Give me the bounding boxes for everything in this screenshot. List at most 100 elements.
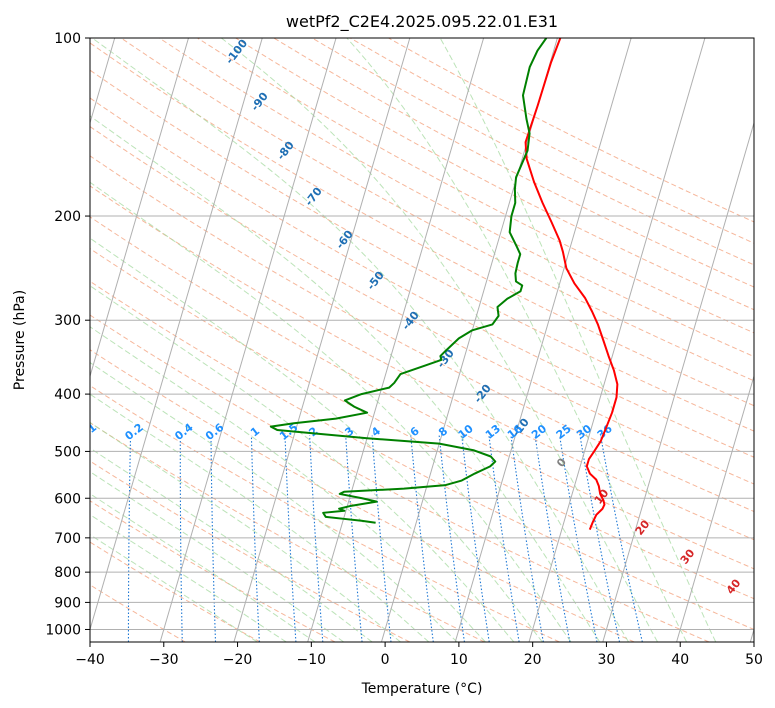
y-tick-label: 1000 bbox=[45, 622, 81, 638]
dry-adiabat-label: 30 bbox=[678, 546, 698, 566]
mixing-ratio-label: 2 bbox=[306, 424, 320, 439]
mixing-ratio-line bbox=[579, 435, 621, 642]
mixing-ratio-label: 6 bbox=[408, 424, 422, 439]
moist-adiabat-line bbox=[90, 534, 258, 642]
dry-adiabat-label: 20 bbox=[633, 517, 653, 537]
plot-frame bbox=[89, 37, 755, 643]
x-axis-label: Temperature (°C) bbox=[361, 681, 483, 697]
moist-adiabat-line bbox=[346, 38, 688, 642]
isotherm-line bbox=[676, 374, 754, 642]
x-axis-ticks: −40 −30 −20 −10 0 10 20 30 40 50 bbox=[75, 642, 763, 668]
mixing-ratio-label: 0.6 bbox=[203, 421, 227, 443]
sounding-series bbox=[269, 38, 619, 531]
x-tick-label: 0 bbox=[381, 652, 390, 668]
moist-adiabat-line bbox=[90, 181, 572, 642]
isotherm-line bbox=[307, 38, 485, 642]
dry-adiabat-label: 40 bbox=[724, 576, 744, 596]
x-tick-label: 30 bbox=[598, 652, 616, 668]
dry-adiabat-line bbox=[90, 280, 754, 631]
mixing-ratio-line bbox=[534, 435, 571, 642]
dewpoint-line bbox=[269, 38, 548, 524]
mixing-ratio-label: 8 bbox=[436, 424, 450, 439]
dry-adiabat-label: 0 bbox=[554, 455, 569, 469]
dry-adiabat-line bbox=[90, 584, 186, 642]
moist-adiabat-line bbox=[90, 393, 430, 642]
dry-adiabat-label: -40 bbox=[399, 309, 422, 333]
dry-adiabat-line bbox=[120, 38, 754, 382]
mixing-ratio-line bbox=[488, 435, 520, 642]
y-tick-label: 600 bbox=[54, 491, 81, 507]
dry-adiabat-label: -70 bbox=[302, 185, 325, 209]
mixing-ratio-label: 13 bbox=[483, 422, 503, 442]
mixing-ratio-line bbox=[510, 435, 544, 642]
dry-adiabat-label: -60 bbox=[333, 228, 356, 252]
isopleth-labels: -100-90-80-70-60-50-40-30-20-10010203040… bbox=[76, 38, 744, 597]
mixing-ratio-line bbox=[559, 435, 598, 642]
dry-adiabat-label: -50 bbox=[364, 269, 387, 293]
y-axis-ticks: 100 200 300 400 500 600 700 800 900 1000 bbox=[45, 31, 90, 638]
mixing-ratio-line bbox=[284, 435, 297, 642]
y-tick-label: 700 bbox=[54, 531, 81, 547]
y-axis-label: Pressure (hPa) bbox=[12, 290, 28, 390]
y-tick-label: 400 bbox=[54, 387, 81, 403]
mixing-ratio-line bbox=[127, 435, 132, 642]
x-tick-label: −10 bbox=[297, 652, 327, 668]
x-tick-label: 10 bbox=[450, 652, 468, 668]
temperature-line bbox=[524, 38, 619, 531]
pressure-gridlines bbox=[90, 38, 754, 630]
mixing-ratio-line bbox=[345, 435, 363, 642]
mixing-ratio-line bbox=[438, 435, 465, 642]
dry-adiabat-line bbox=[90, 541, 261, 642]
mixing-ratio-label: 4 bbox=[369, 424, 383, 439]
x-tick-label: 40 bbox=[671, 652, 689, 668]
dry-adiabat-line bbox=[388, 38, 754, 223]
moist-adiabat-line bbox=[221, 38, 658, 642]
isotherm-line bbox=[528, 38, 706, 642]
dry-adiabat-label: -80 bbox=[274, 139, 297, 163]
moist-adiabat-line bbox=[90, 471, 345, 642]
mixing-ratio-label: 10 bbox=[456, 422, 476, 442]
dry-adiabat-line bbox=[90, 97, 754, 458]
y-tick-label: 100 bbox=[54, 31, 81, 47]
isotherm-line bbox=[454, 38, 632, 642]
mixing-ratio-label: 0.1 bbox=[76, 421, 99, 443]
moist-adiabat-line bbox=[90, 285, 515, 642]
dry-adiabat-line bbox=[90, 185, 754, 541]
dry-adiabat-label: -20 bbox=[471, 382, 494, 406]
isotherm-line bbox=[90, 38, 263, 632]
moist-adiabat-line bbox=[90, 115, 601, 642]
dry-adiabat-line bbox=[90, 460, 410, 642]
y-tick-label: 500 bbox=[54, 444, 81, 460]
mixing-ratio-line bbox=[179, 435, 183, 642]
plot-area: -100-90-80-70-60-50-40-30-20-10010203040… bbox=[76, 38, 754, 642]
isotherm-line bbox=[233, 38, 411, 642]
y-tick-label: 800 bbox=[54, 565, 81, 581]
x-tick-label: −30 bbox=[149, 652, 179, 668]
mixing-ratio-label: 25 bbox=[554, 422, 574, 442]
y-tick-label: 200 bbox=[54, 209, 81, 225]
mixing-ratio-line bbox=[210, 435, 217, 642]
x-tick-label: 20 bbox=[524, 652, 542, 668]
moist-adiabat-line bbox=[90, 237, 543, 642]
dry-adiabat-line bbox=[90, 385, 560, 642]
dry-adiabat-line bbox=[90, 69, 754, 432]
dry-adiabat-line bbox=[90, 422, 485, 642]
x-tick-label: −40 bbox=[75, 652, 105, 668]
mixing-ratio-line bbox=[309, 435, 324, 642]
chart-title: wetPf2_C2E4.2025.095.22.01.E31 bbox=[286, 12, 558, 32]
moist-adiabat-line bbox=[439, 38, 717, 642]
mixing-ratio-label: 1 bbox=[248, 424, 262, 439]
x-tick-label: −20 bbox=[223, 652, 253, 668]
mixing-ratio-line bbox=[410, 435, 434, 642]
dry-adiabat-label: -90 bbox=[248, 90, 271, 114]
y-tick-label: 300 bbox=[54, 313, 81, 329]
moist-adiabat-line bbox=[91, 38, 630, 642]
dry-adiabat-line bbox=[90, 42, 754, 407]
dry-adiabat-line bbox=[350, 38, 754, 244]
isotherm-line bbox=[602, 121, 754, 642]
mixing-ratio-line bbox=[600, 435, 643, 642]
moist-adiabat-line bbox=[90, 361, 458, 642]
moist-adiabats bbox=[90, 38, 717, 642]
isotherm-line bbox=[90, 38, 189, 378]
